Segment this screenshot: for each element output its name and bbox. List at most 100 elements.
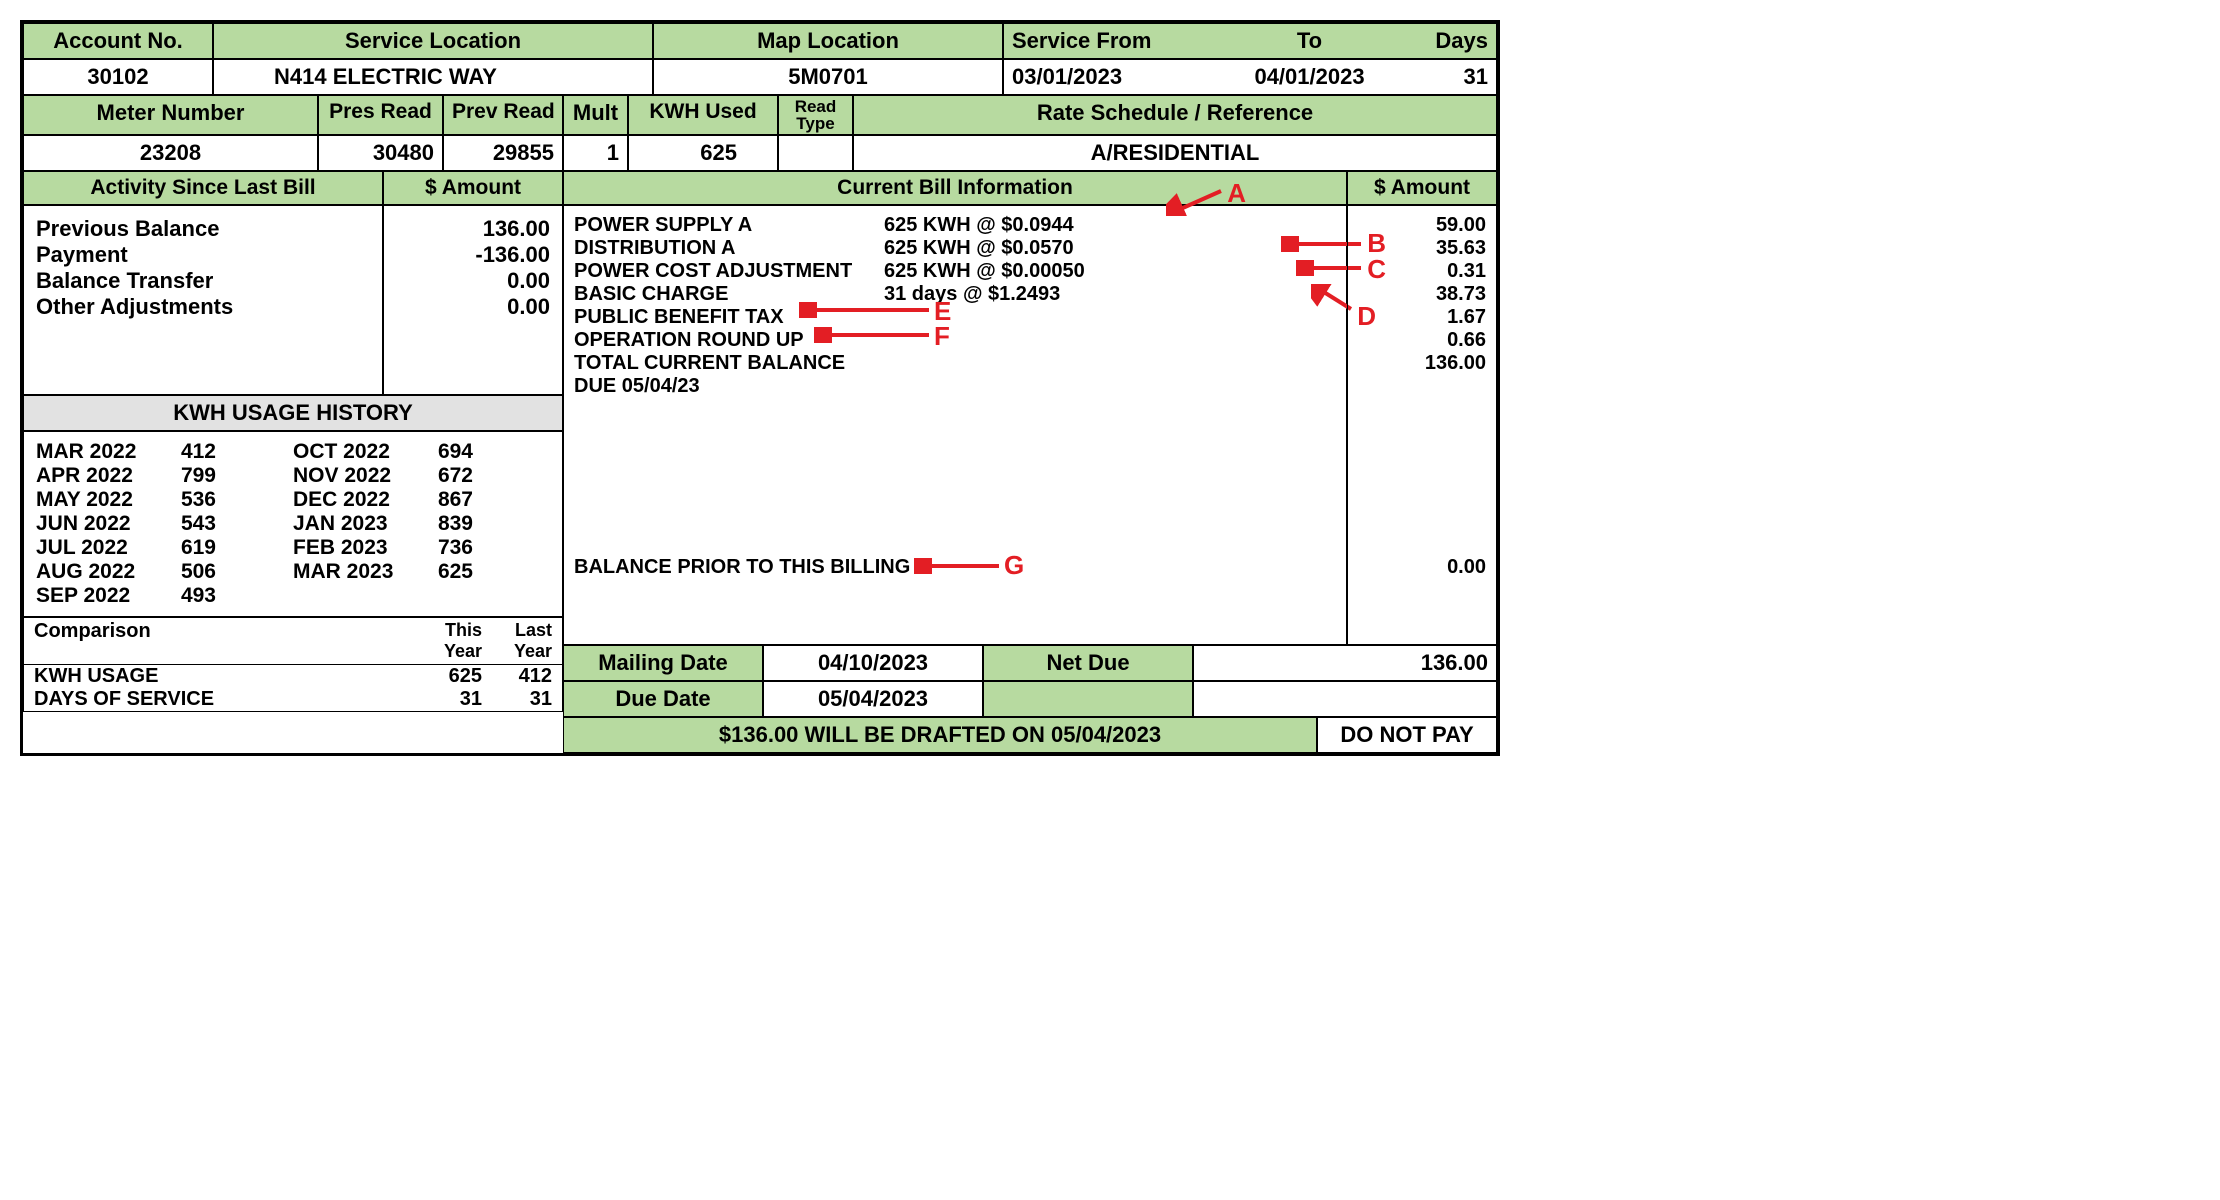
mult-header: Mult — [563, 95, 628, 135]
mailing-date-label: Mailing Date — [563, 645, 763, 681]
activity-amount: -136.00 — [396, 242, 550, 268]
activity-label: Payment — [36, 242, 370, 268]
comparison-row-label: DAYS OF SERVICE — [34, 688, 412, 711]
history-kwh: 839 — [413, 512, 473, 536]
footer-row-2: Due Date 05/04/2023 — [563, 681, 1497, 717]
current-line: TOTAL CURRENT BALANCE DUE 05/04/23 — [574, 352, 1336, 398]
history-kwh: 536 — [156, 488, 216, 512]
header-row-2-values: 23208 30480 29855 1 625 A/RESIDENTIAL — [23, 135, 1497, 171]
history-row: AUG 2022506 — [36, 560, 293, 584]
prev-read-header: Prev Read — [443, 95, 563, 135]
current-line-desc: OPERATION ROUND UP — [574, 329, 884, 352]
current-line-rate: 31 days @ $1.2493 — [884, 283, 1336, 306]
footer-blank-2 — [1193, 681, 1497, 717]
map-location-value: 5M0701 — [653, 59, 1003, 95]
current-line-amount: 0.31 — [1358, 260, 1486, 283]
days-header: Days — [1369, 28, 1488, 54]
comparison-header: Comparison This Year Last Year — [24, 618, 562, 665]
comparison-block: Comparison This Year Last Year KWH USAGE… — [23, 617, 563, 712]
history-month: JAN 2023 — [293, 512, 413, 536]
current-line-rate: 625 KWH @ $0.00050 — [884, 260, 1336, 283]
history-month: MAY 2022 — [36, 488, 156, 512]
history-month: SEP 2022 — [36, 584, 156, 608]
activity-label: Balance Transfer — [36, 268, 370, 294]
activity-amount-header: $ Amount — [383, 171, 563, 205]
account-no-value: 30102 — [23, 59, 213, 95]
activity-header-row: Activity Since Last Bill $ Amount — [23, 171, 563, 205]
current-line-rate: 625 KWH @ $0.0570 — [884, 237, 1336, 260]
balance-prior-amount: 0.00 — [1447, 556, 1486, 579]
current-line-desc: TOTAL CURRENT BALANCE DUE 05/04/23 — [574, 352, 884, 398]
history-row: MAR 2023625 — [293, 560, 550, 584]
days-value: 31 — [1389, 64, 1488, 90]
mailing-date-value: 04/10/2023 — [763, 645, 983, 681]
annotation-f: F — [934, 321, 950, 352]
due-date-value: 05/04/2023 — [763, 681, 983, 717]
utility-bill: Account No. Service Location Map Locatio… — [20, 20, 1500, 756]
history-kwh: 412 — [156, 440, 216, 464]
current-body-row: POWER SUPPLY A625 KWH @ $0.0944DISTRIBUT… — [563, 205, 1497, 645]
main-body: Activity Since Last Bill $ Amount Previo… — [23, 171, 1497, 753]
read-type-value — [778, 135, 853, 171]
activity-labels: Previous Balance Payment Balance Transfe… — [23, 205, 383, 395]
current-line: DISTRIBUTION A625 KWH @ $0.0570 — [574, 237, 1336, 260]
history-row: NOV 2022672 — [293, 464, 550, 488]
activity-label: Previous Balance — [36, 216, 370, 242]
due-date-label: Due Date — [563, 681, 763, 717]
annotation-a: A — [1227, 178, 1246, 209]
history-row: SEP 2022493 — [36, 584, 293, 608]
comparison-row: DAYS OF SERVICE 31 31 — [24, 688, 562, 711]
footer-row-3: $136.00 WILL BE DRAFTED ON 05/04/2023 DO… — [563, 717, 1497, 753]
history-kwh: 506 — [156, 560, 216, 584]
history-kwh: 867 — [413, 488, 473, 512]
history-row: MAR 2022412 — [36, 440, 293, 464]
history-month: NOV 2022 — [293, 464, 413, 488]
history-row: DEC 2022867 — [293, 488, 550, 512]
header-row-2: Meter Number Pres Read Prev Read Mult KW… — [23, 95, 1497, 135]
service-period-values: 03/01/2023 04/01/2023 31 — [1003, 59, 1497, 95]
rate-schedule-value: A/RESIDENTIAL — [853, 135, 1497, 171]
current-line: BASIC CHARGE31 days @ $1.2493 — [574, 283, 1336, 306]
header-row-1: Account No. Service Location Map Locatio… — [23, 23, 1497, 59]
net-due-value: 136.00 — [1193, 645, 1497, 681]
activity-amount: 0.00 — [396, 268, 550, 294]
current-line-amount: 35.63 — [1358, 237, 1486, 260]
current-line-amount: 59.00 — [1358, 214, 1486, 237]
do-not-pay: DO NOT PAY — [1317, 717, 1497, 753]
comparison-last-year: 31 — [482, 688, 552, 711]
last-year-header: Last Year — [482, 620, 552, 662]
service-to-value: 04/01/2023 — [1230, 64, 1389, 90]
current-line-desc: PUBLIC BENEFIT TAX — [574, 306, 884, 329]
comparison-this-year: 625 — [412, 665, 482, 688]
account-no-header: Account No. — [23, 23, 213, 59]
rate-schedule-header: Rate Schedule / Reference — [853, 95, 1497, 135]
activity-body-row: Previous Balance Payment Balance Transfe… — [23, 205, 563, 395]
activity-amount: 0.00 — [396, 294, 550, 320]
history-row: JUL 2022619 — [36, 536, 293, 560]
history-month: AUG 2022 — [36, 560, 156, 584]
history-row: JAN 2023839 — [293, 512, 550, 536]
history-row: JUN 2022543 — [36, 512, 293, 536]
current-line: POWER COST ADJUSTMENT625 KWH @ $0.00050 — [574, 260, 1336, 283]
comparison-this-year: 31 — [412, 688, 482, 711]
comparison-label: Comparison — [34, 620, 412, 662]
comparison-row-label: KWH USAGE — [34, 665, 412, 688]
right-column: Current Bill Information $ Amount POWER … — [563, 171, 1497, 753]
current-line-amount: 1.67 — [1358, 306, 1486, 329]
activity-amount: 136.00 — [396, 216, 550, 242]
service-from-value: 03/01/2023 — [1012, 64, 1230, 90]
this-year-header: This Year — [412, 620, 482, 662]
meter-number-value: 23208 — [23, 135, 318, 171]
history-month: OCT 2022 — [293, 440, 413, 464]
kwh-used-header: KWH Used — [628, 95, 778, 135]
left-column: Activity Since Last Bill $ Amount Previo… — [23, 171, 563, 753]
history-kwh: 672 — [413, 464, 473, 488]
history-month: JUL 2022 — [36, 536, 156, 560]
current-line-rate: 625 KWH @ $0.0944 — [884, 214, 1336, 237]
activity-label: Other Adjustments — [36, 294, 370, 320]
current-line: PUBLIC BENEFIT TAX — [574, 306, 1336, 329]
service-location-value: N414 ELECTRIC WAY — [213, 59, 653, 95]
meter-number-header: Meter Number — [23, 95, 318, 135]
history-kwh: 493 — [156, 584, 216, 608]
history-header: KWH USAGE HISTORY — [23, 395, 563, 431]
